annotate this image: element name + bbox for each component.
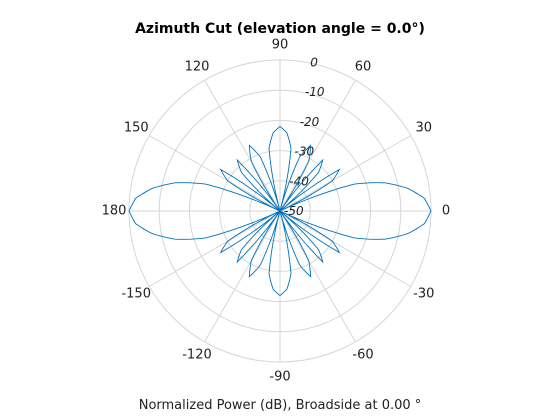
angular-grid-spoke-60 bbox=[279, 79, 356, 212]
angular-tick-label: 0 bbox=[442, 204, 450, 219]
angular-tick-label: -120 bbox=[182, 347, 212, 362]
angular-tick-label: -90 bbox=[269, 370, 290, 385]
angular-tick-label: -60 bbox=[352, 347, 373, 362]
radial-tick-label: -10 bbox=[305, 85, 325, 99]
radial-tick-label: -50 bbox=[284, 204, 304, 218]
angular-grid-spoke-300 bbox=[279, 210, 356, 343]
radial-tick-label: 0 bbox=[310, 55, 318, 69]
angular-grid-spoke-150 bbox=[148, 135, 281, 212]
angular-tick-label: 90 bbox=[272, 38, 289, 53]
angular-tick-label: 30 bbox=[415, 121, 432, 136]
angular-grid-spoke-330 bbox=[279, 210, 412, 287]
chart-title: Azimuth Cut (elevation angle = 0.0°) bbox=[135, 21, 425, 37]
angular-grid-spoke-210 bbox=[148, 210, 281, 287]
angular-grid-spoke-30 bbox=[279, 135, 412, 212]
chart-xlabel: Normalized Power (dB), Broadside at 0.00… bbox=[138, 398, 422, 413]
angular-grid-spoke-120 bbox=[204, 79, 281, 212]
pattern-series-line-0 bbox=[128, 125, 432, 297]
radial-tick-label: -20 bbox=[300, 115, 320, 129]
angular-tick-label: 150 bbox=[124, 121, 149, 136]
angular-tick-label: -30 bbox=[413, 287, 434, 302]
angular-tick-label: 120 bbox=[185, 60, 210, 75]
angular-grid-spoke-240 bbox=[204, 210, 281, 343]
angular-tick-label: -150 bbox=[121, 287, 151, 302]
angular-tick-label: 60 bbox=[355, 60, 372, 75]
angular-tick-label: 180 bbox=[102, 204, 127, 219]
radial-tick-label: -40 bbox=[289, 174, 309, 188]
